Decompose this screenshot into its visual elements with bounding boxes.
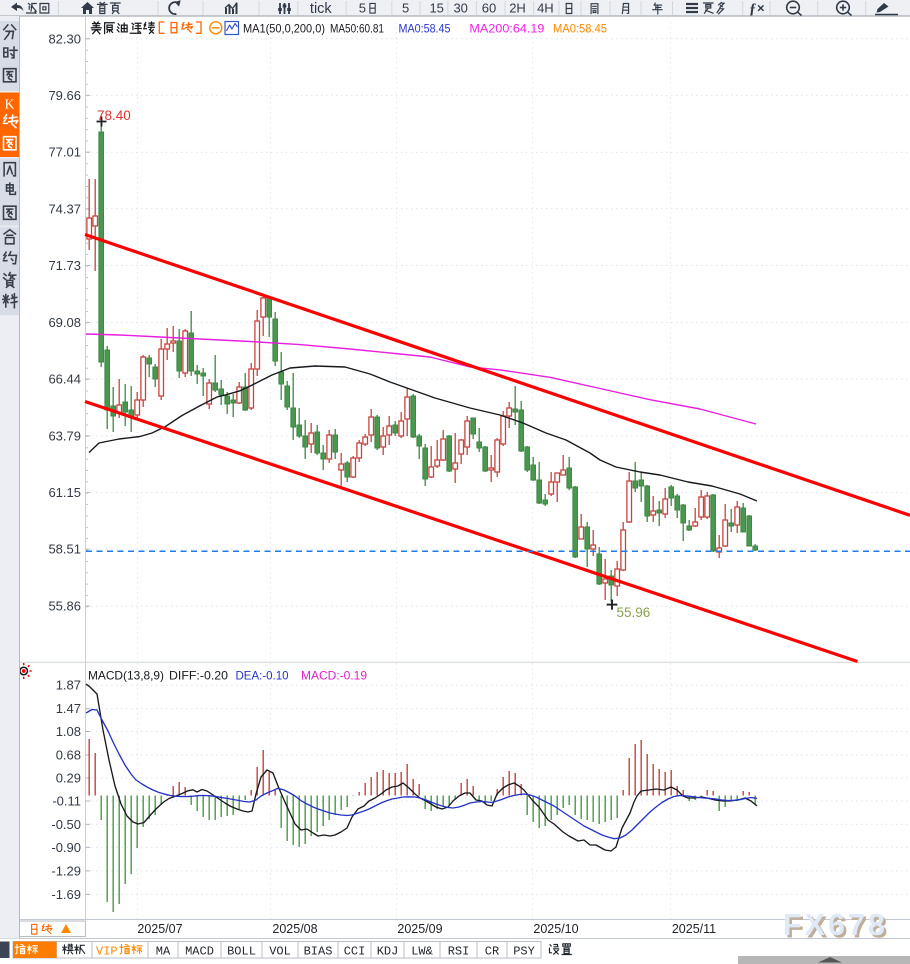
svg-text:0.68: 0.68 bbox=[56, 748, 81, 763]
svg-text:CR: CR bbox=[485, 945, 499, 959]
svg-text:MA50:60.81: MA50:60.81 bbox=[330, 22, 384, 36]
svg-text:MACD(13,8,9): MACD(13,8,9) bbox=[88, 669, 164, 683]
svg-text:FX678: FX678 bbox=[786, 911, 891, 945]
svg-text:78.40: 78.40 bbox=[97, 108, 131, 123]
svg-text:-0.50: -0.50 bbox=[51, 817, 81, 832]
svg-text:LW&: LW& bbox=[411, 945, 433, 959]
svg-text:5: 5 bbox=[402, 1, 409, 16]
svg-text:BOLL: BOLL bbox=[227, 945, 256, 959]
svg-text:61.15: 61.15 bbox=[48, 485, 81, 500]
svg-text:MACD:-0.19: MACD:-0.19 bbox=[301, 669, 367, 683]
svg-text:30: 30 bbox=[453, 1, 467, 16]
svg-text:CCI: CCI bbox=[344, 945, 366, 959]
svg-text:55.86: 55.86 bbox=[48, 599, 81, 614]
svg-text:RSI: RSI bbox=[448, 945, 470, 959]
svg-text:VOL: VOL bbox=[269, 945, 291, 959]
svg-text:4H: 4H bbox=[537, 1, 554, 16]
svg-text:5: 5 bbox=[359, 1, 366, 16]
svg-text:79.66: 79.66 bbox=[48, 88, 81, 103]
svg-text:-0.11: -0.11 bbox=[52, 794, 81, 809]
svg-text:2025/07: 2025/07 bbox=[137, 922, 182, 936]
svg-text:0.29: 0.29 bbox=[56, 771, 81, 786]
svg-text:60: 60 bbox=[482, 1, 496, 16]
svg-text:MA200:64.19: MA200:64.19 bbox=[469, 22, 544, 36]
svg-text:VIP: VIP bbox=[96, 945, 118, 959]
svg-text:ƒ: ƒ bbox=[749, 1, 757, 17]
svg-text:1.47: 1.47 bbox=[56, 701, 81, 716]
svg-text:PSY: PSY bbox=[513, 945, 535, 959]
svg-text:K: K bbox=[5, 97, 15, 112]
svg-text:74.37: 74.37 bbox=[48, 201, 81, 216]
svg-text:MA: MA bbox=[156, 945, 171, 959]
svg-text:DIFF:-0.20: DIFF:-0.20 bbox=[169, 669, 228, 683]
svg-text:1.87: 1.87 bbox=[56, 678, 81, 693]
svg-text:MACD: MACD bbox=[185, 945, 214, 959]
svg-text:KDJ: KDJ bbox=[377, 945, 399, 959]
svg-text:2025/10: 2025/10 bbox=[533, 922, 578, 936]
svg-text:15: 15 bbox=[429, 1, 443, 16]
svg-text:FX678: FX678 bbox=[783, 908, 888, 942]
svg-text:63.79: 63.79 bbox=[48, 428, 81, 443]
svg-text:82.30: 82.30 bbox=[48, 31, 81, 46]
svg-text:58.51: 58.51 bbox=[48, 542, 81, 557]
svg-text:-1.69: -1.69 bbox=[51, 887, 81, 902]
svg-text:2H: 2H bbox=[509, 1, 526, 16]
svg-text:MA0:58.45: MA0:58.45 bbox=[553, 22, 607, 36]
svg-text:69.08: 69.08 bbox=[48, 315, 81, 330]
svg-text:-0.90: -0.90 bbox=[51, 840, 81, 855]
svg-text:55.96: 55.96 bbox=[617, 605, 651, 620]
svg-text:2025/08: 2025/08 bbox=[272, 922, 317, 936]
svg-text:×: × bbox=[757, 1, 765, 16]
svg-text:-1.29: -1.29 bbox=[51, 863, 81, 878]
svg-text:1.08: 1.08 bbox=[56, 724, 81, 739]
svg-text:DEA:-0.10: DEA:-0.10 bbox=[236, 669, 289, 683]
svg-text:2025/11: 2025/11 bbox=[672, 922, 716, 936]
svg-text:BIAS: BIAS bbox=[304, 945, 333, 959]
svg-text:2025/09: 2025/09 bbox=[397, 922, 442, 936]
svg-text:71.73: 71.73 bbox=[48, 258, 81, 273]
svg-text:MA0:58.45: MA0:58.45 bbox=[399, 22, 451, 36]
svg-text:66.44: 66.44 bbox=[48, 372, 81, 387]
svg-text:77.01: 77.01 bbox=[48, 145, 81, 160]
svg-text:tick: tick bbox=[310, 1, 333, 17]
svg-text:MA1(50,0,200,0): MA1(50,0,200,0) bbox=[243, 22, 325, 36]
